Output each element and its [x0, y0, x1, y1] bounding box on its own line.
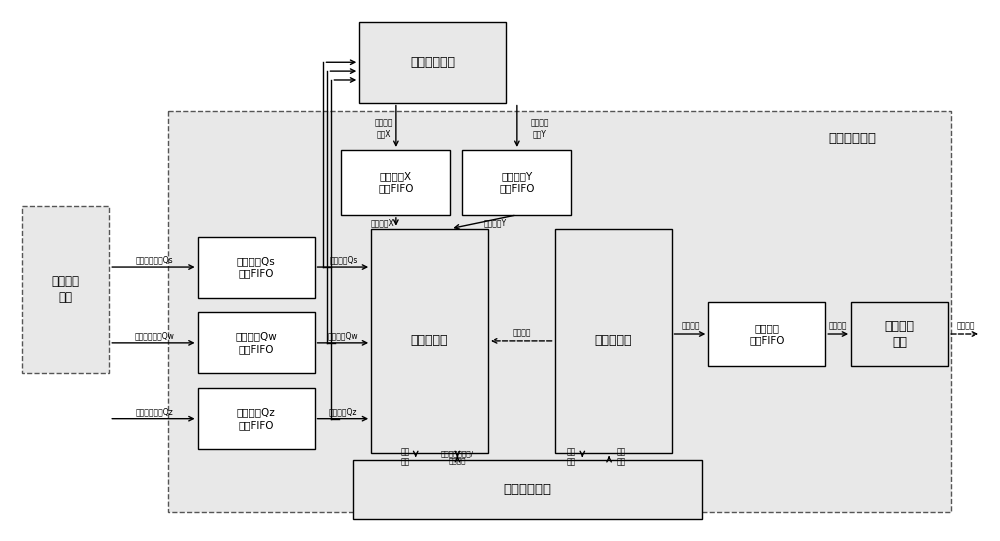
Text: 原始数据Qw
缓存FIFO: 原始数据Qw 缓存FIFO — [235, 332, 277, 354]
Text: 控制
信号: 控制 信号 — [567, 447, 576, 467]
Text: 图像
数据: 图像 数据 — [616, 447, 626, 467]
Text: 控制
信号: 控制 信号 — [400, 447, 409, 467]
Text: 图像生成单元: 图像生成单元 — [828, 131, 876, 144]
Text: 坐标图像
数据Y: 坐标图像 数据Y — [530, 118, 549, 138]
Text: 坐标数据X: 坐标数据X — [371, 218, 395, 227]
Text: 读出控制器: 读出控制器 — [594, 334, 632, 347]
Text: 数传数据
缓存FIFO: 数传数据 缓存FIFO — [749, 323, 785, 345]
Text: 握手信号: 握手信号 — [513, 328, 531, 338]
Text: 坐标数据计数值/
原始数据: 坐标数据计数值/ 原始数据 — [441, 450, 474, 464]
Text: 坐标数据Y
缓存FIFO: 坐标数据Y 缓存FIFO — [499, 171, 535, 194]
Text: 坐标数据X
缓存FIFO: 坐标数据X 缓存FIFO — [378, 171, 414, 194]
Bar — [198, 312, 315, 373]
Text: 数传通讯: 数传通讯 — [957, 322, 975, 331]
Text: 数传数据: 数传数据 — [829, 322, 847, 331]
Text: 大容量存储器: 大容量存储器 — [504, 483, 552, 496]
Text: 原始数据Qz
缓存FIFO: 原始数据Qz 缓存FIFO — [237, 407, 275, 430]
Bar — [359, 22, 506, 103]
Text: 信号处理
电路: 信号处理 电路 — [52, 275, 80, 304]
Text: 图像数据: 图像数据 — [681, 322, 700, 331]
Text: 坐标图像
数据X: 坐标图像 数据X — [375, 118, 393, 138]
Text: 原始图像数据Qw: 原始图像数据Qw — [135, 332, 175, 340]
Text: 原始图像数据Qs: 原始图像数据Qs — [136, 256, 174, 265]
Text: 坐标数据Y: 坐标数据Y — [483, 218, 507, 227]
Text: 图像处理单元: 图像处理单元 — [410, 56, 455, 69]
Bar — [371, 229, 488, 453]
Bar — [341, 150, 450, 215]
Text: 原始图像数据Qz: 原始图像数据Qz — [136, 407, 174, 416]
Text: 原始数据Qs: 原始数据Qs — [329, 256, 358, 265]
Bar — [22, 206, 109, 373]
Text: 原始数据Qz: 原始数据Qz — [329, 407, 358, 416]
Bar — [708, 301, 825, 366]
Text: 数传通讯
单元: 数传通讯 单元 — [885, 320, 915, 348]
Bar — [851, 301, 948, 366]
Bar — [353, 460, 702, 519]
Text: 存储控制器: 存储控制器 — [411, 334, 448, 347]
Bar — [555, 229, 672, 453]
Text: 原始数据Qs
缓存FIFO: 原始数据Qs 缓存FIFO — [237, 256, 275, 278]
Bar — [168, 110, 951, 512]
Bar — [198, 236, 315, 298]
Bar — [462, 150, 571, 215]
Bar — [198, 388, 315, 449]
Text: 原始数据Qw: 原始数据Qw — [328, 332, 359, 340]
